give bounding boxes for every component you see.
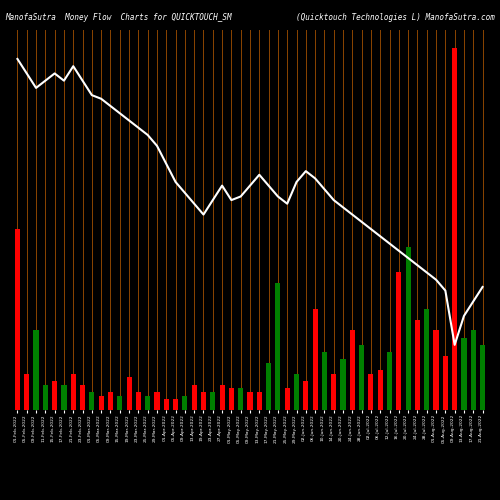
Bar — [24, 374, 30, 410]
Bar — [182, 396, 188, 410]
Bar — [378, 370, 383, 410]
Bar — [424, 308, 430, 410]
Bar — [220, 384, 224, 410]
Bar — [452, 48, 457, 410]
Bar — [43, 384, 48, 410]
Text: ManofaSutra  Money Flow  Charts for QUICKTOUCH_SM: ManofaSutra Money Flow Charts for QUICKT… — [5, 12, 232, 22]
Bar — [415, 320, 420, 410]
Bar — [256, 392, 262, 410]
Bar — [480, 345, 485, 410]
Bar — [350, 330, 355, 410]
Bar — [210, 392, 216, 410]
Bar — [62, 384, 66, 410]
Bar — [145, 396, 150, 410]
Bar — [52, 381, 57, 410]
Bar — [443, 356, 448, 410]
Bar — [276, 284, 280, 410]
Bar — [173, 399, 178, 410]
Bar — [462, 338, 466, 410]
Bar — [117, 396, 122, 410]
Bar — [90, 392, 94, 410]
Bar — [126, 378, 132, 410]
Bar — [340, 360, 345, 410]
Bar — [434, 330, 438, 410]
Bar — [322, 352, 327, 410]
Bar — [80, 384, 85, 410]
Bar — [387, 352, 392, 410]
Bar — [368, 374, 374, 410]
Bar — [34, 330, 38, 410]
Bar — [304, 381, 308, 410]
Bar — [406, 247, 410, 410]
Bar — [15, 229, 20, 410]
Bar — [192, 384, 196, 410]
Bar — [312, 308, 318, 410]
Bar — [238, 388, 244, 410]
Bar — [70, 374, 76, 410]
Bar — [164, 399, 169, 410]
Bar — [201, 392, 206, 410]
Bar — [98, 396, 103, 410]
Bar — [284, 388, 290, 410]
Bar — [331, 374, 336, 410]
Bar — [154, 392, 160, 410]
Bar — [266, 363, 271, 410]
Bar — [248, 392, 252, 410]
Text: (Quicktouch Technologies L) ManofaSutra.com: (Quicktouch Technologies L) ManofaSutra.… — [296, 12, 495, 22]
Bar — [470, 330, 476, 410]
Bar — [359, 345, 364, 410]
Bar — [396, 272, 402, 410]
Bar — [136, 392, 141, 410]
Bar — [229, 388, 234, 410]
Bar — [294, 374, 299, 410]
Bar — [108, 392, 113, 410]
